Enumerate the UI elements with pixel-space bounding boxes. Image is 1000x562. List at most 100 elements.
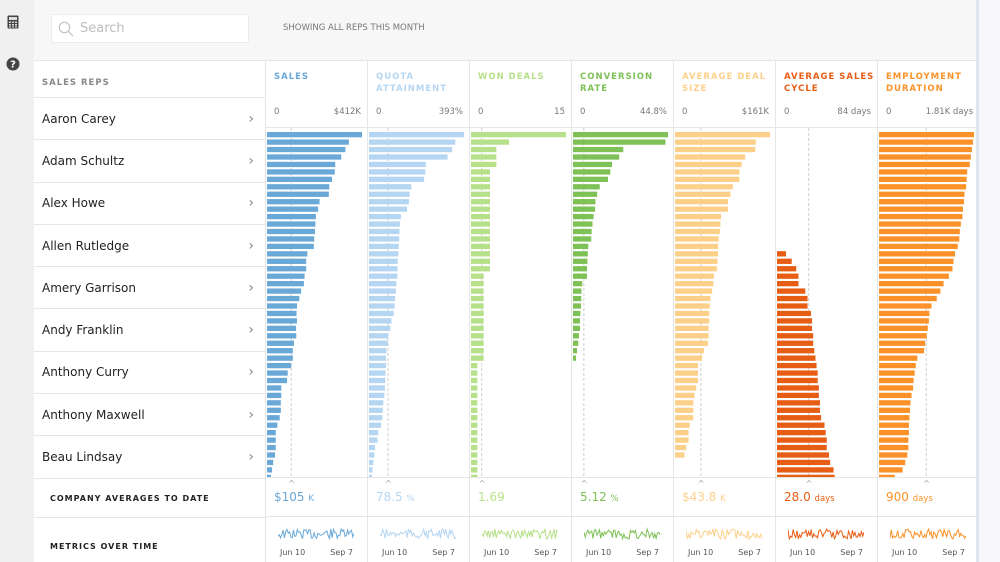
bar[interactable] <box>777 377 818 384</box>
bar[interactable] <box>267 385 282 391</box>
rep-row[interactable]: Beau Lindsay › <box>34 436 266 479</box>
bar[interactable] <box>675 221 721 227</box>
bar[interactable] <box>369 377 386 384</box>
bar[interactable] <box>267 161 336 168</box>
bar[interactable] <box>777 452 830 458</box>
bar[interactable] <box>675 422 690 428</box>
bar[interactable] <box>471 184 490 190</box>
bar[interactable] <box>879 333 927 339</box>
bar[interactable] <box>267 400 281 406</box>
column-title[interactable]: CONVERSION RATE <box>580 72 654 94</box>
bar[interactable] <box>777 467 834 473</box>
bar[interactable] <box>369 251 399 257</box>
bar[interactable] <box>471 430 478 436</box>
bar[interactable] <box>879 176 967 182</box>
bar[interactable] <box>573 355 576 361</box>
bar[interactable] <box>573 281 583 287</box>
bar[interactable] <box>777 385 819 391</box>
bar[interactable] <box>675 392 695 399</box>
bar[interactable] <box>267 169 335 175</box>
bar[interactable] <box>369 199 409 205</box>
bar[interactable] <box>369 325 391 331</box>
bar[interactable] <box>879 161 970 168</box>
bar[interactable] <box>471 474 478 477</box>
bar[interactable] <box>471 236 490 242</box>
sparkline[interactable] <box>788 526 864 542</box>
bar[interactable] <box>777 392 819 399</box>
bar[interactable] <box>777 422 825 428</box>
bar[interactable] <box>777 310 811 317</box>
bar[interactable] <box>879 340 926 346</box>
bar[interactable] <box>675 146 756 153</box>
bar[interactable] <box>879 452 908 458</box>
bar[interactable] <box>471 340 484 346</box>
bar[interactable] <box>267 437 276 443</box>
bar[interactable] <box>573 199 596 205</box>
bar[interactable] <box>573 318 580 324</box>
bar[interactable] <box>369 400 384 406</box>
bar[interactable] <box>675 139 756 145</box>
bar[interactable] <box>369 146 453 153</box>
bar[interactable] <box>369 273 398 279</box>
bar[interactable] <box>471 459 478 466</box>
bar[interactable] <box>369 132 464 138</box>
bar[interactable] <box>369 452 375 458</box>
bar[interactable] <box>777 474 835 477</box>
sparkline[interactable] <box>890 526 966 542</box>
bar[interactable] <box>879 251 956 257</box>
bar[interactable] <box>471 415 478 421</box>
bar[interactable] <box>573 273 587 279</box>
bar[interactable] <box>879 243 958 250</box>
bar[interactable] <box>879 273 949 279</box>
bar[interactable] <box>369 318 392 324</box>
bar[interactable] <box>471 400 478 406</box>
bar[interactable] <box>879 318 929 324</box>
bar[interactable] <box>471 206 490 212</box>
bar[interactable] <box>675 437 689 443</box>
bar[interactable] <box>471 228 490 235</box>
bar[interactable] <box>573 132 668 138</box>
bar[interactable] <box>573 333 579 339</box>
bar[interactable] <box>267 333 297 339</box>
rep-row[interactable]: Aaron Carey › <box>34 98 266 141</box>
bar[interactable] <box>267 206 319 212</box>
bar[interactable] <box>471 243 490 250</box>
bar[interactable] <box>471 139 509 145</box>
bar[interactable] <box>471 251 490 257</box>
bar[interactable] <box>369 362 386 369</box>
bar[interactable] <box>573 228 592 235</box>
bar[interactable] <box>369 333 389 339</box>
bar[interactable] <box>267 191 329 197</box>
bar[interactable] <box>675 333 709 339</box>
bar[interactable] <box>267 467 273 473</box>
bar[interactable] <box>267 132 362 138</box>
bar[interactable] <box>675 243 719 250</box>
bar[interactable] <box>369 385 385 391</box>
bar[interactable] <box>369 430 379 436</box>
bar[interactable] <box>471 154 497 160</box>
bar[interactable] <box>369 281 397 287</box>
bar[interactable] <box>471 303 484 309</box>
bar[interactable] <box>573 154 620 160</box>
bar[interactable] <box>675 288 713 294</box>
bar[interactable] <box>267 154 342 160</box>
bar[interactable] <box>471 385 478 391</box>
bar[interactable] <box>369 355 386 361</box>
bar[interactable] <box>369 243 399 250</box>
bar[interactable] <box>879 266 953 272</box>
bar[interactable] <box>471 333 484 339</box>
bar[interactable] <box>573 191 598 197</box>
rep-row[interactable]: Alex Howe › <box>34 183 266 225</box>
bar[interactable] <box>573 176 608 182</box>
bar[interactable] <box>471 452 478 458</box>
sparkline[interactable] <box>584 526 660 542</box>
bar[interactable] <box>777 333 814 339</box>
bar[interactable] <box>267 325 297 331</box>
column-title[interactable]: WON DEALS <box>478 72 545 82</box>
bar[interactable] <box>369 459 374 466</box>
bar[interactable] <box>471 132 566 138</box>
bar[interactable] <box>777 348 815 354</box>
bar[interactable] <box>573 169 611 175</box>
sparkline[interactable] <box>686 526 762 542</box>
bar[interactable] <box>675 199 729 205</box>
